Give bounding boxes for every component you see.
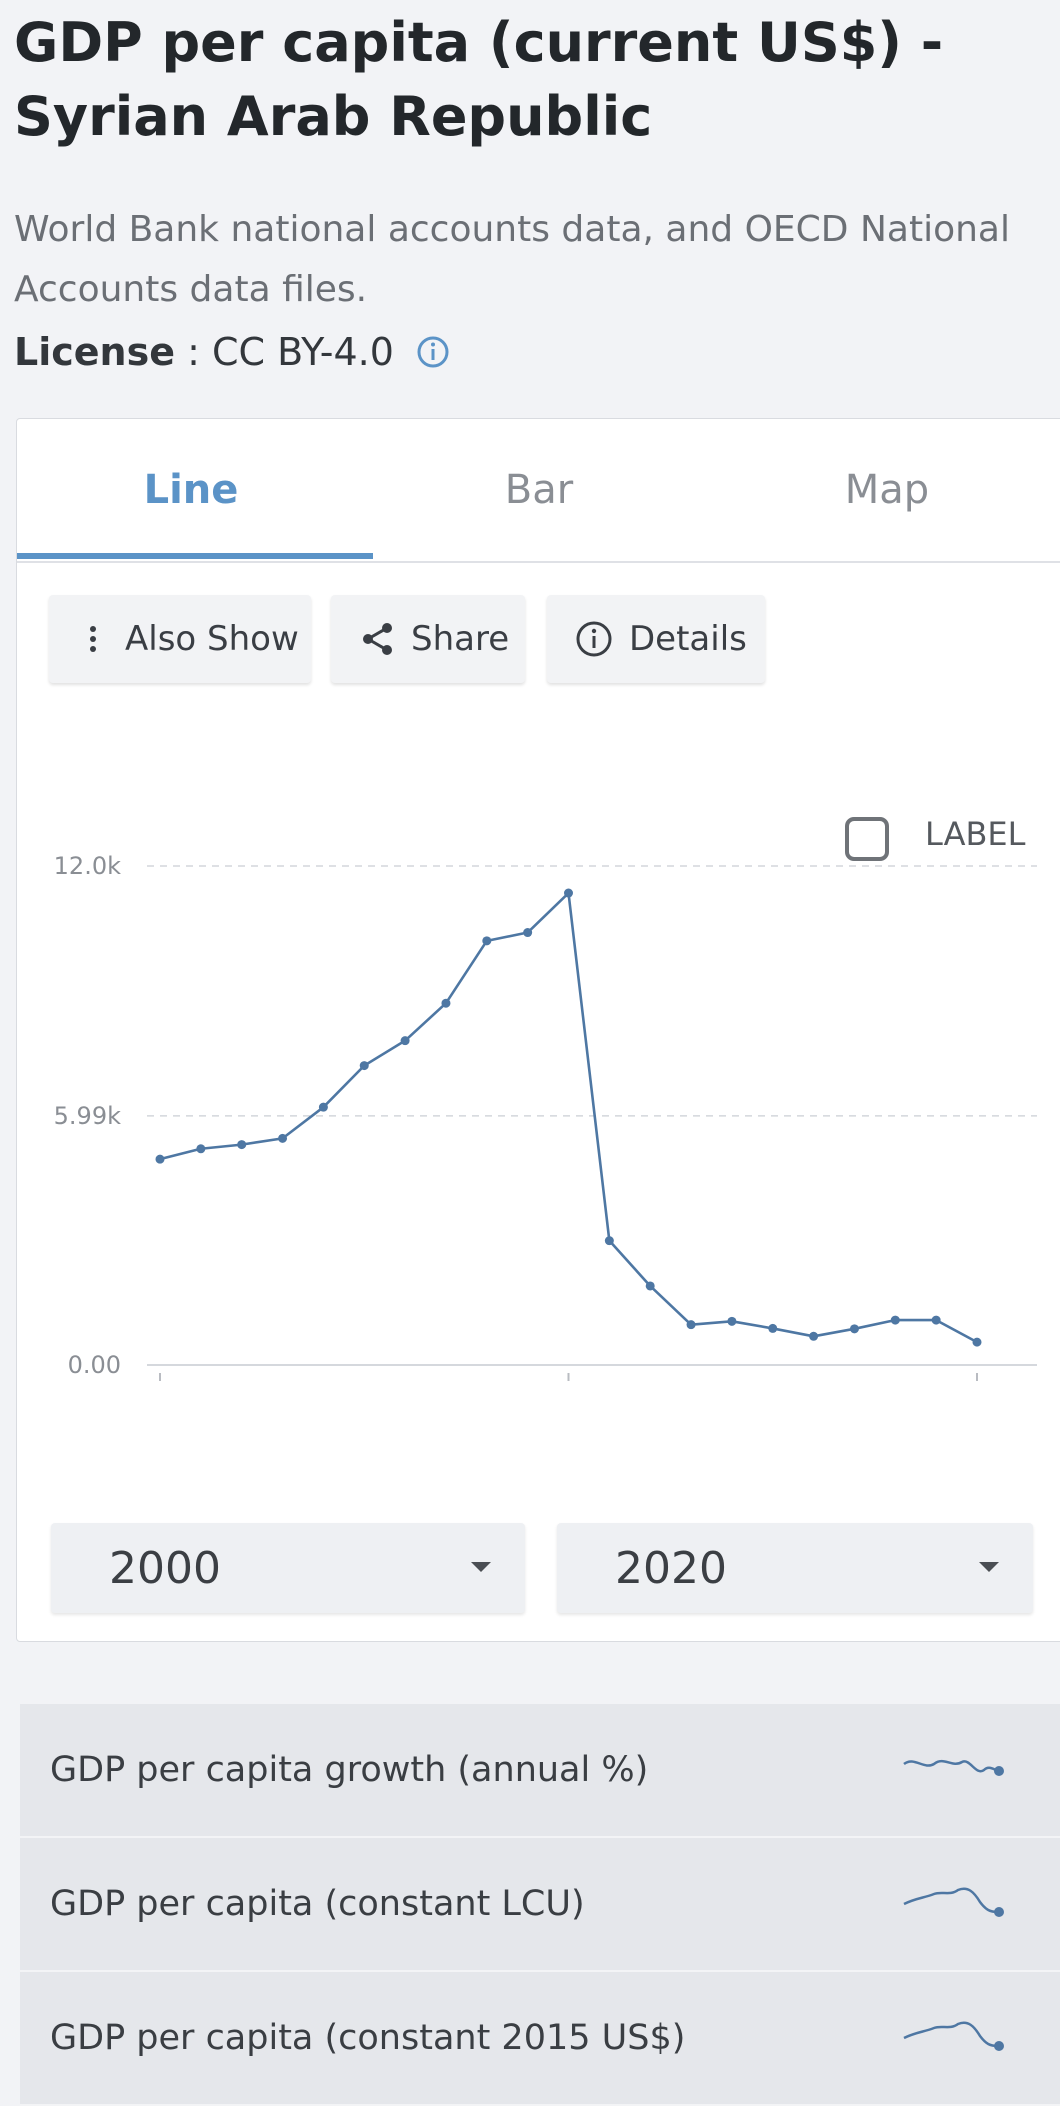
data-point: [196, 1144, 206, 1154]
page-title: GDP per capita (current US$) - Syrian Ar…: [14, 11, 944, 148]
license-separator: :: [174, 330, 212, 374]
data-point: [686, 1320, 696, 1330]
related-indicators: GDP per capita growth (annual %) GDP per…: [20, 1704, 1060, 2106]
related-item-label: GDP per capita growth (annual %): [50, 1750, 649, 1790]
source-note: World Bank national accounts data, and O…: [14, 209, 1010, 310]
data-point: [441, 998, 451, 1008]
info-circle-icon: [576, 621, 612, 657]
tab-map[interactable]: Map: [844, 467, 930, 513]
also-show-label: Also Show: [125, 619, 299, 659]
data-point: [645, 1281, 655, 1291]
y-tick-label: 0.00: [68, 1351, 121, 1379]
data-point: [972, 1337, 982, 1347]
share-label: Share: [411, 619, 510, 659]
sparkline-icon: [903, 1759, 1004, 1776]
data-point: [482, 936, 492, 946]
chart-tabs: Line Bar Map: [17, 419, 1060, 563]
y-tick-label: 12.0k: [54, 852, 121, 880]
data-point: [604, 1236, 614, 1246]
license-line: License : CC BY-4.0: [14, 330, 450, 374]
tab-bar[interactable]: Bar: [504, 467, 574, 513]
data-point: [400, 1036, 410, 1046]
data-point: [155, 1154, 165, 1164]
related-item-label: GDP per capita (constant LCU): [50, 1884, 585, 1924]
info-icon[interactable]: [416, 335, 450, 369]
data-point: [237, 1140, 247, 1150]
related-item-label: GDP per capita (constant 2015 US$): [50, 2018, 686, 2058]
end-year-select[interactable]: 2020: [557, 1523, 1033, 1613]
start-year-value: 2000: [109, 1542, 221, 1594]
data-point: [359, 1061, 369, 1071]
dropdown-caret-icon: [471, 1562, 491, 1572]
sparkline-icon: [903, 1887, 1004, 1917]
share-button[interactable]: Share: [331, 595, 525, 683]
also-show-button[interactable]: Also Show: [49, 595, 311, 683]
data-point: [890, 1315, 900, 1325]
end-year-value: 2020: [615, 1542, 727, 1594]
details-button[interactable]: Details: [547, 595, 765, 683]
more-vertical-icon: [90, 626, 96, 652]
tab-line[interactable]: Line: [143, 467, 239, 513]
data-point: [318, 1102, 328, 1112]
data-point: [278, 1133, 288, 1143]
share-icon: [363, 623, 392, 655]
dropdown-caret-icon: [979, 1562, 999, 1572]
related-item-constant-2015-usd[interactable]: GDP per capita (constant 2015 US$): [20, 1972, 1060, 2106]
active-tab-indicator: [17, 553, 373, 559]
label-checkbox[interactable]: [845, 817, 889, 861]
sparkline-icon: [903, 2021, 1004, 2051]
related-item-constant-lcu[interactable]: GDP per capita (constant LCU): [20, 1838, 1060, 1972]
license-value: CC BY-4.0: [211, 330, 394, 374]
y-tick-label: 5.99k: [54, 1102, 121, 1130]
data-point: [768, 1323, 778, 1333]
line-chart: 0.00 5.99k 12.0k: [54, 852, 1037, 1381]
start-year-select[interactable]: 2000: [51, 1523, 525, 1613]
details-label: Details: [629, 619, 747, 659]
label-toggle-text: LABEL: [925, 815, 1026, 853]
data-point: [523, 928, 533, 938]
data-point: [809, 1331, 819, 1341]
chart-card: Line Bar Map Also Show Share Details LAB…: [16, 418, 1060, 1642]
series-line: [159, 891, 978, 1344]
data-point: [727, 1316, 737, 1326]
license-label: License: [14, 330, 175, 374]
data-point: [564, 888, 573, 898]
data-point: [849, 1324, 859, 1334]
data-point: [931, 1315, 941, 1325]
related-item-growth[interactable]: GDP per capita growth (annual %): [20, 1704, 1060, 1838]
